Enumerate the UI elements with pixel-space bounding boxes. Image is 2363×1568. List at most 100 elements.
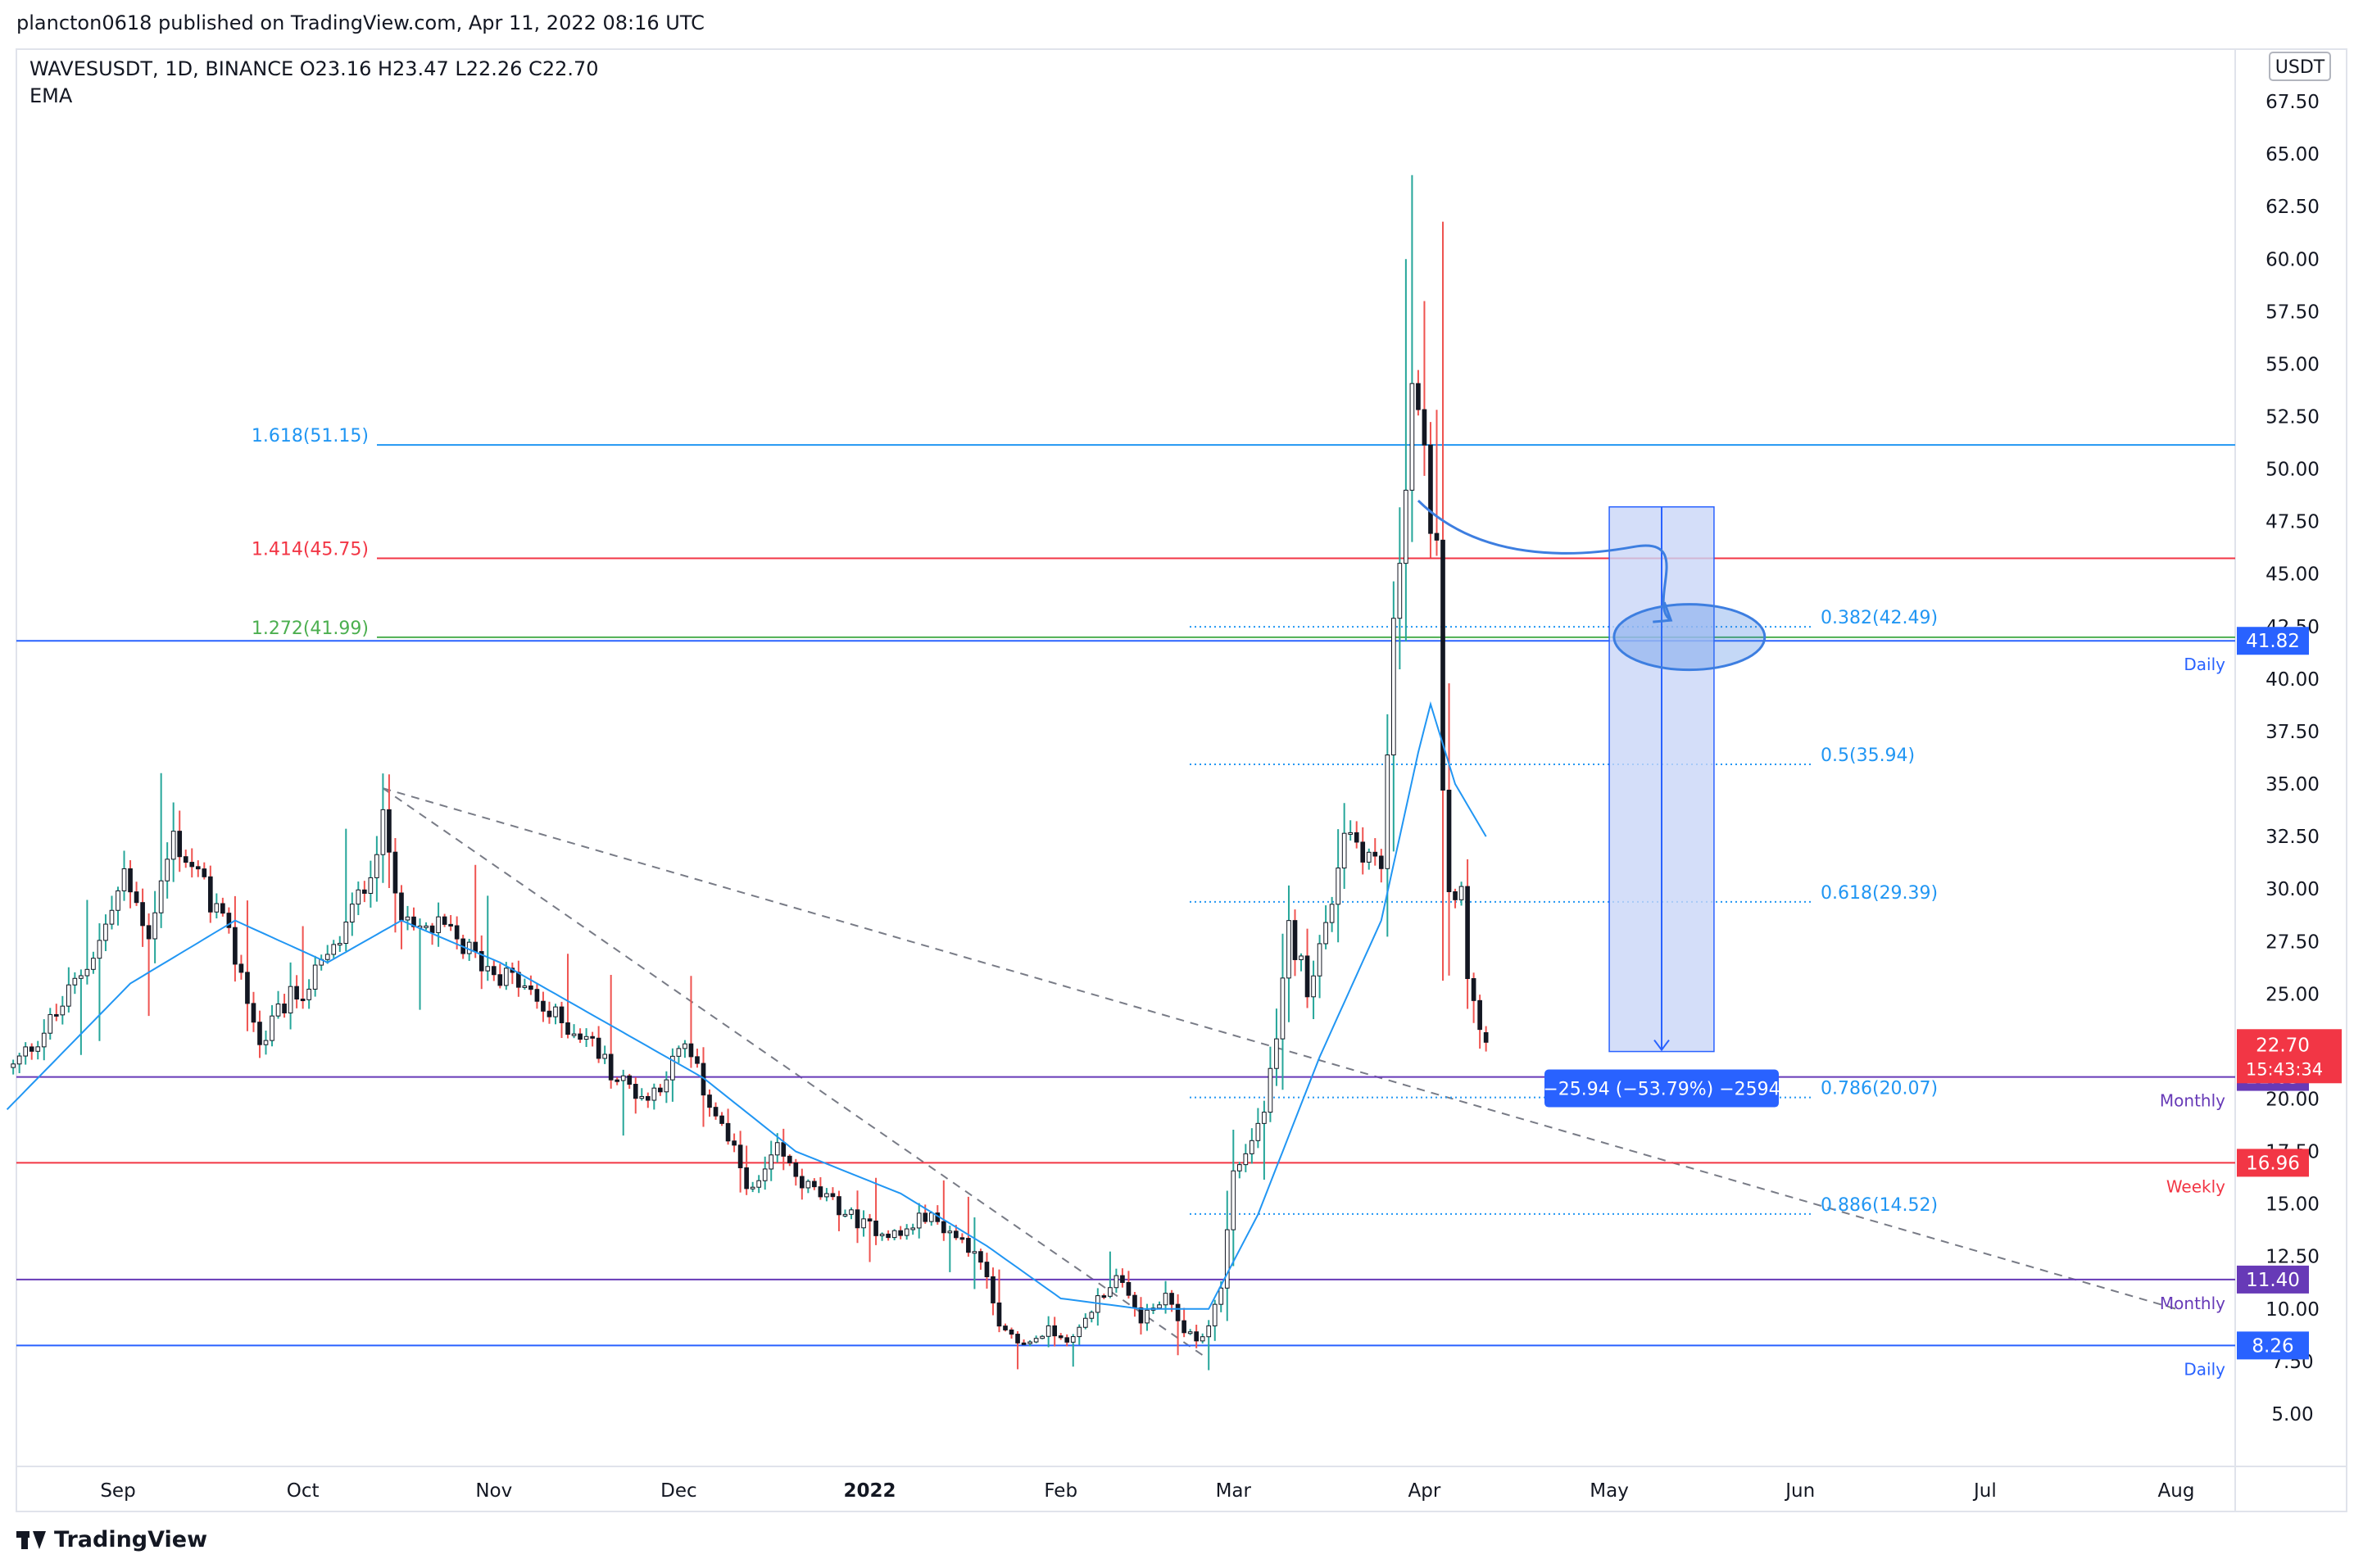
measure-arrow-head	[1653, 1039, 1670, 1052]
candle-body	[996, 1302, 1002, 1327]
candle-body	[294, 986, 299, 1000]
candle-body	[1317, 943, 1322, 977]
candle-body	[1329, 904, 1335, 923]
candle-body	[565, 1022, 570, 1036]
candle-body	[1231, 1170, 1236, 1230]
candle-body	[1021, 1342, 1027, 1345]
y-tick-label: 40.00	[2265, 669, 2320, 691]
candle-body	[442, 916, 447, 925]
candle-body	[1354, 832, 1359, 843]
candle-body	[103, 923, 108, 941]
candle-body	[559, 1006, 565, 1023]
candle-body	[1182, 1320, 1186, 1334]
candle-body	[1113, 1275, 1119, 1289]
candle-body	[214, 903, 220, 913]
candle-body	[879, 1233, 885, 1236]
level-label: Daily	[2184, 1359, 2225, 1379]
candle-body	[750, 1186, 755, 1190]
candle-body	[1483, 1031, 1489, 1043]
candle-body	[349, 904, 355, 923]
fib-retracement-label: 0.618(29.39)	[1821, 883, 1938, 904]
x-tick-label: Sep	[100, 1480, 135, 1502]
candle-body	[1409, 383, 1415, 491]
currency-label: USDT	[2275, 57, 2325, 78]
indicator-label[interactable]: EMA	[29, 84, 73, 107]
candle-body	[374, 854, 379, 878]
candle-body	[1262, 1112, 1267, 1124]
candle-body	[1015, 1334, 1020, 1344]
y-tick-label: 45.00	[2265, 564, 2320, 586]
candle-body	[189, 862, 195, 868]
x-tick-label: Nov	[475, 1480, 512, 1502]
candle-body	[48, 1013, 53, 1034]
candle-body	[1336, 868, 1340, 905]
candle-body	[1163, 1293, 1168, 1306]
tradingview-logo[interactable]: TradingView	[16, 1527, 207, 1552]
target-ellipse	[1612, 603, 1767, 672]
candle-body	[91, 958, 96, 970]
candle-body	[855, 1209, 860, 1229]
candle-body	[60, 1005, 66, 1016]
candle-body	[1280, 977, 1286, 1040]
candle-body	[1268, 1067, 1273, 1113]
candle-body	[867, 1218, 873, 1221]
candle-body	[233, 927, 238, 965]
candle-body	[1348, 832, 1354, 835]
candle-body	[966, 1238, 971, 1253]
candle-body	[1471, 978, 1476, 1001]
candle-body	[941, 1221, 946, 1234]
candle-body	[1465, 886, 1470, 980]
candle-body	[1187, 1331, 1193, 1335]
level-price-tag-text: 8.26	[2252, 1335, 2293, 1357]
x-tick-label: Feb	[1044, 1480, 1077, 1502]
candle-body	[1404, 489, 1408, 564]
current-price-text: 22.70	[2256, 1035, 2310, 1056]
y-tick-label: 57.50	[2265, 301, 2320, 323]
candle-body	[387, 809, 392, 853]
candle-body	[158, 880, 164, 913]
candle-body	[436, 916, 441, 933]
candle-body	[1194, 1331, 1199, 1342]
candle-body	[781, 1142, 787, 1157]
candle-body	[658, 1087, 663, 1093]
candle-body	[1292, 920, 1298, 960]
candle-body	[873, 1220, 878, 1236]
candle-body	[713, 1107, 719, 1117]
candle-body	[368, 877, 374, 894]
candle-body	[392, 851, 398, 894]
level-label: Weekly	[2166, 1176, 2225, 1196]
candle-body	[238, 963, 244, 973]
candle-body	[337, 943, 342, 946]
candle-body	[1453, 890, 1458, 900]
candle-body	[23, 1046, 29, 1057]
candle-body	[356, 889, 361, 905]
candle-countdown-text: 15:43:34	[2246, 1059, 2323, 1079]
candle-body	[177, 831, 183, 858]
fib-retracement-label: 0.786(20.07)	[1821, 1079, 1938, 1099]
candle-body	[1027, 1341, 1032, 1344]
candle-body	[29, 1046, 34, 1052]
candle-body	[756, 1180, 762, 1188]
candle-body	[1169, 1293, 1174, 1305]
candle-body	[1077, 1326, 1082, 1338]
candle-body	[774, 1142, 780, 1156]
candle-body	[165, 859, 170, 881]
candle-body	[991, 1276, 996, 1303]
candle-body	[639, 1095, 645, 1099]
projection-curve	[1417, 499, 1672, 622]
level-label: Monthly	[2160, 1294, 2225, 1313]
y-tick-label: 67.50	[2265, 92, 2320, 113]
candle-body	[904, 1228, 909, 1236]
candle-body	[1040, 1335, 1045, 1339]
candle-body	[1299, 955, 1304, 960]
y-tick-label: 12.50	[2265, 1247, 2320, 1268]
candle-body	[769, 1154, 774, 1170]
candle-body	[1250, 1140, 1254, 1154]
candle-body	[245, 972, 250, 1004]
candle-body	[306, 988, 311, 1000]
current-price-tag	[2237, 1029, 2342, 1084]
candle-body	[849, 1209, 854, 1215]
level-label: Monthly	[2160, 1091, 2225, 1111]
candle-body	[1360, 841, 1366, 863]
